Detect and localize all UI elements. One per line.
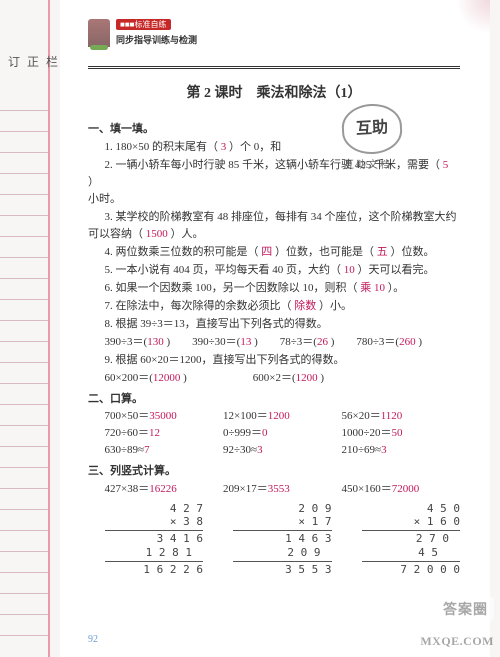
answer-value: 1200 [268, 410, 290, 422]
q9: 9. 根据 60×20＝1200，直接写出下列各式的得数。 [88, 352, 460, 369]
vertical-calc-expr: 209×17＝3553 [223, 481, 342, 498]
vertical-calc-column: 4 2 7× 3 83 4 1 61 2 8 1 1 6 2 2 6 [105, 502, 204, 577]
vertical-calc-bodies: 4 2 7× 3 83 4 1 61 2 8 1 1 6 2 2 6 2 0 9×… [105, 502, 461, 577]
header-divider [88, 66, 460, 69]
page-header: ■■■标准自练 同步指导训练与检测 [88, 18, 460, 48]
q6: 6. 如果一个因数乘 100，另一个因数除以 10，则积（ 乘 10 ）。 [88, 280, 460, 297]
answer-value: 50 [392, 427, 403, 439]
lesson-title: 第 2 课时 乘法和除法（1） [88, 83, 460, 105]
section-2-heading: 二、口算。 [88, 391, 460, 408]
mental-math-cell: 210÷69≈3 [342, 442, 461, 459]
corner-flourish [456, 0, 490, 34]
vertical-calc-expr: 450×160＝72000 [342, 481, 461, 498]
q5-answer: 10 [344, 264, 355, 276]
q1-answer: 3 [221, 141, 227, 153]
stamp-subtitle: 互助文档 [344, 158, 392, 174]
page-number: 92 [88, 632, 98, 648]
answer-value: 3 [381, 444, 387, 456]
page-body: ■■■标准自练 同步指导训练与检测 第 2 课时 乘法和除法（1） 互助 互助文… [60, 0, 490, 657]
mental-math-cell: 0÷999＝0 [223, 425, 342, 442]
q8-row: 390÷3＝(130 ) 390÷30＝(13 ) 78÷3＝(26 ) 780… [88, 334, 460, 351]
correction-column-label: 订 正 栏 [8, 53, 60, 70]
q2: 2. 一辆小轿车每小时行驶 85 千米，这辆小轿车行驶 425 千米，需要（ 5… [88, 157, 460, 191]
watermark-answer-site: 答案圈 [437, 597, 494, 621]
book-logo-icon [88, 19, 110, 47]
section-1-heading: 一、填一填。 [88, 121, 460, 138]
q8: 8. 根据 39÷3＝13，直接写出下列各式的得数。 [88, 316, 460, 333]
q3-answer: 1500 [146, 228, 168, 240]
header-text: ■■■标准自练 同步指导训练与检测 [116, 18, 197, 48]
vertical-calc-headers: 427×38＝16226209×17＝3553450×160＝72000 [105, 481, 461, 498]
q4-answer-2: 五 [377, 246, 388, 258]
q3-line2: 可以容纳（ 1500 ）人。 [88, 226, 460, 243]
q1: 1. 180×50 的积末尾有（ 3 ）个 0，和 [88, 139, 460, 156]
stamp-main: 互助 [355, 116, 388, 142]
margin-rule [48, 0, 50, 657]
ruled-lines [0, 90, 48, 650]
vertical-calc-expr: 427×38＝16226 [105, 481, 224, 498]
mental-math-cell: 56×20＝1120 [342, 408, 461, 425]
q3: 3. 某学校的阶梯教室有 48 排座位，每排有 34 个座位，这个阶梯教室大约 [88, 209, 460, 226]
mental-math-cell: 1000÷20＝50 [342, 425, 461, 442]
mental-math-grid: 700×50＝3500012×100＝120056×20＝1120720÷60＝… [88, 408, 460, 459]
mental-math-row: 630÷89≈792÷30≈3210÷69≈3 [105, 442, 461, 459]
answer-value: 7 [144, 444, 150, 456]
answer-value: 35000 [149, 410, 177, 422]
q9-row: 60×200＝(12000 ) 600×2＝(1200 ) [88, 370, 460, 387]
mental-math-row: 720÷60＝120÷999＝01000÷20＝50 [105, 425, 461, 442]
mental-math-cell: 700×50＝35000 [105, 408, 224, 425]
watermark-url: MXQE.COM [420, 634, 494, 649]
q5: 5. 一本小说有 404 页，平均每天看 40 页，大约（ 10 ）天可以看完。 [88, 262, 460, 279]
q6-answer: 乘 10 [360, 282, 385, 294]
section-3-heading: 三、列竖式计算。 [88, 463, 460, 480]
mental-math-cell: 92÷30≈3 [223, 442, 342, 459]
answer-value: 12 [149, 427, 160, 439]
answer-value: 0 [262, 427, 268, 439]
header-badge: ■■■标准自练 [116, 19, 171, 30]
q2-answer: 5 [443, 159, 449, 171]
vertical-calc-column: 2 0 9× 1 71 4 6 32 0 9 3 5 5 3 [233, 502, 332, 577]
vertical-calc-column: 4 5 0× 1 6 02 7 0 4 5 7 2 0 0 0 [362, 502, 461, 577]
q4-answer-1: 四 [261, 246, 272, 258]
mental-math-cell: 630÷89≈7 [105, 442, 224, 459]
mental-math-row: 700×50＝3500012×100＝120056×20＝1120 [105, 408, 461, 425]
q2-tail: 小时。 [88, 191, 460, 208]
mental-math-cell: 720÷60＝12 [105, 425, 224, 442]
answer-value: 1120 [381, 410, 403, 422]
mental-math-cell: 12×100＝1200 [223, 408, 342, 425]
q7-answer: 除数 [294, 300, 316, 312]
header-subtitle: 同步指导训练与检测 [116, 34, 197, 48]
q4: 4. 两位数乘三位数的积可能是（ 四 ）位数，也可能是（ 五 ）位数。 [88, 244, 460, 261]
answer-value: 3 [257, 444, 263, 456]
q7: 7. 在除法中，每次除得的余数必须比（ 除数 ）小。 [88, 298, 460, 315]
